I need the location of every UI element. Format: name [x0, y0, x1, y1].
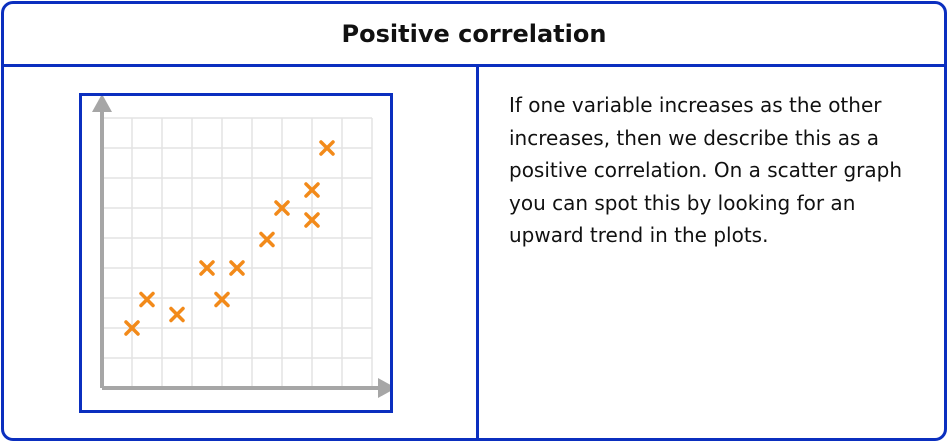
- x-axis-arrow-icon: [378, 378, 390, 398]
- graph-panel: [4, 67, 476, 438]
- data-point-cross: [319, 140, 335, 156]
- data-point-cross: [139, 291, 155, 308]
- scatter-graph: [92, 96, 390, 398]
- y-axis-arrow-icon: [92, 96, 112, 112]
- data-point-cross: [199, 260, 215, 276]
- data-point-cross: [274, 200, 290, 216]
- data-point-cross: [169, 306, 185, 323]
- data-point-cross: [304, 182, 320, 198]
- data-point-cross: [214, 291, 230, 308]
- description-text: If one variable increases as the other i…: [509, 93, 903, 247]
- data-point-cross: [259, 231, 275, 248]
- data-point-cross: [304, 212, 320, 228]
- column-divider: [476, 67, 479, 438]
- text-panel: If one variable increases as the other i…: [479, 67, 944, 438]
- data-point-cross: [229, 260, 245, 276]
- scatter-graph-frame: [79, 93, 393, 413]
- data-point-cross: [124, 320, 140, 336]
- card-title: Positive correlation: [4, 4, 944, 67]
